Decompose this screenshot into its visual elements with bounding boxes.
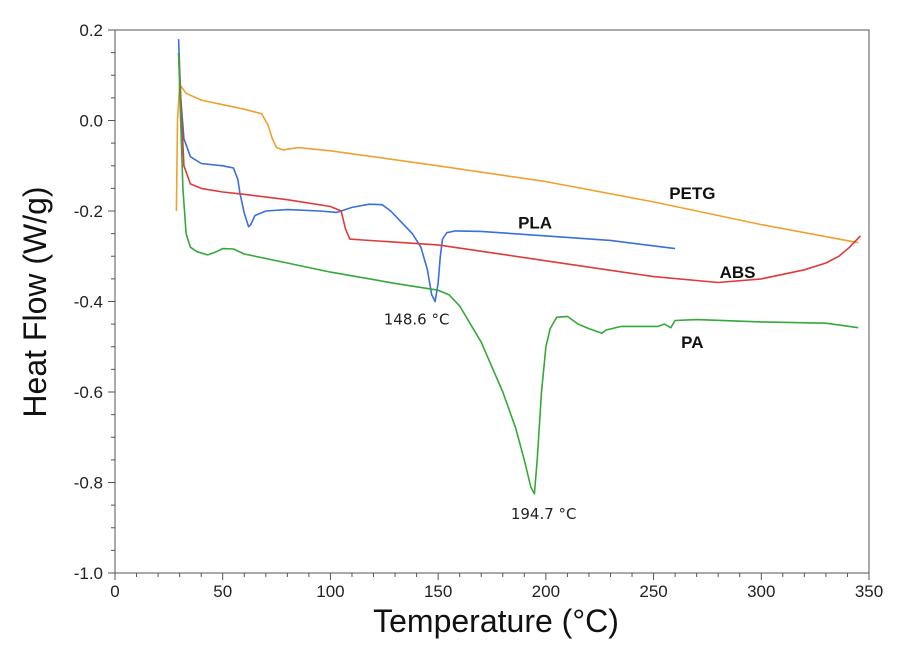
x-tick-label: 350: [855, 582, 883, 601]
peak-annotations: 148.6 °C 194.7 °C: [384, 311, 577, 524]
axis-ticks: 0 50 100 150 200 250 300 350 -1.0 -0.8 -0.6 -0.4 -0.…: [74, 21, 883, 601]
series-line-petg: [175, 83, 859, 244]
series-lines: [175, 39, 861, 495]
series-label-pa: PA: [681, 333, 703, 352]
series-line-pla: [177, 39, 676, 303]
x-tick-label: 50: [213, 582, 232, 601]
y-tick-label: -0.6: [74, 383, 103, 402]
x-tick-label: 300: [747, 582, 775, 601]
series-line-abs: [177, 52, 861, 284]
x-tick-label: 250: [639, 582, 667, 601]
peak-annotation: 194.7 °C: [511, 505, 577, 523]
x-tick-label: 100: [316, 582, 344, 601]
y-tick-label: 0.2: [79, 21, 103, 40]
peak-annotation: 148.6 °C: [384, 311, 450, 329]
x-tick-label: 0: [110, 582, 119, 601]
y-tick-label: -1.0: [74, 564, 103, 583]
series-label-pla: PLA: [518, 213, 552, 232]
x-tick-label: 200: [532, 582, 560, 601]
y-tick-label: -0.4: [74, 293, 103, 312]
series-label-petg: PETG: [669, 184, 715, 203]
series-line-pa: [177, 52, 859, 495]
series-labels: PETG PLA ABS PA: [518, 184, 755, 352]
x-axis-title: Temperature (°C): [373, 603, 619, 639]
x-tick-label: 150: [424, 582, 452, 601]
y-axis-title: Heat Flow (W/g): [17, 186, 53, 417]
y-tick-label: -0.8: [74, 474, 103, 493]
y-tick-label: 0.0: [79, 112, 103, 131]
series-label-abs: ABS: [720, 263, 756, 282]
y-tick-label: -0.2: [74, 202, 103, 221]
